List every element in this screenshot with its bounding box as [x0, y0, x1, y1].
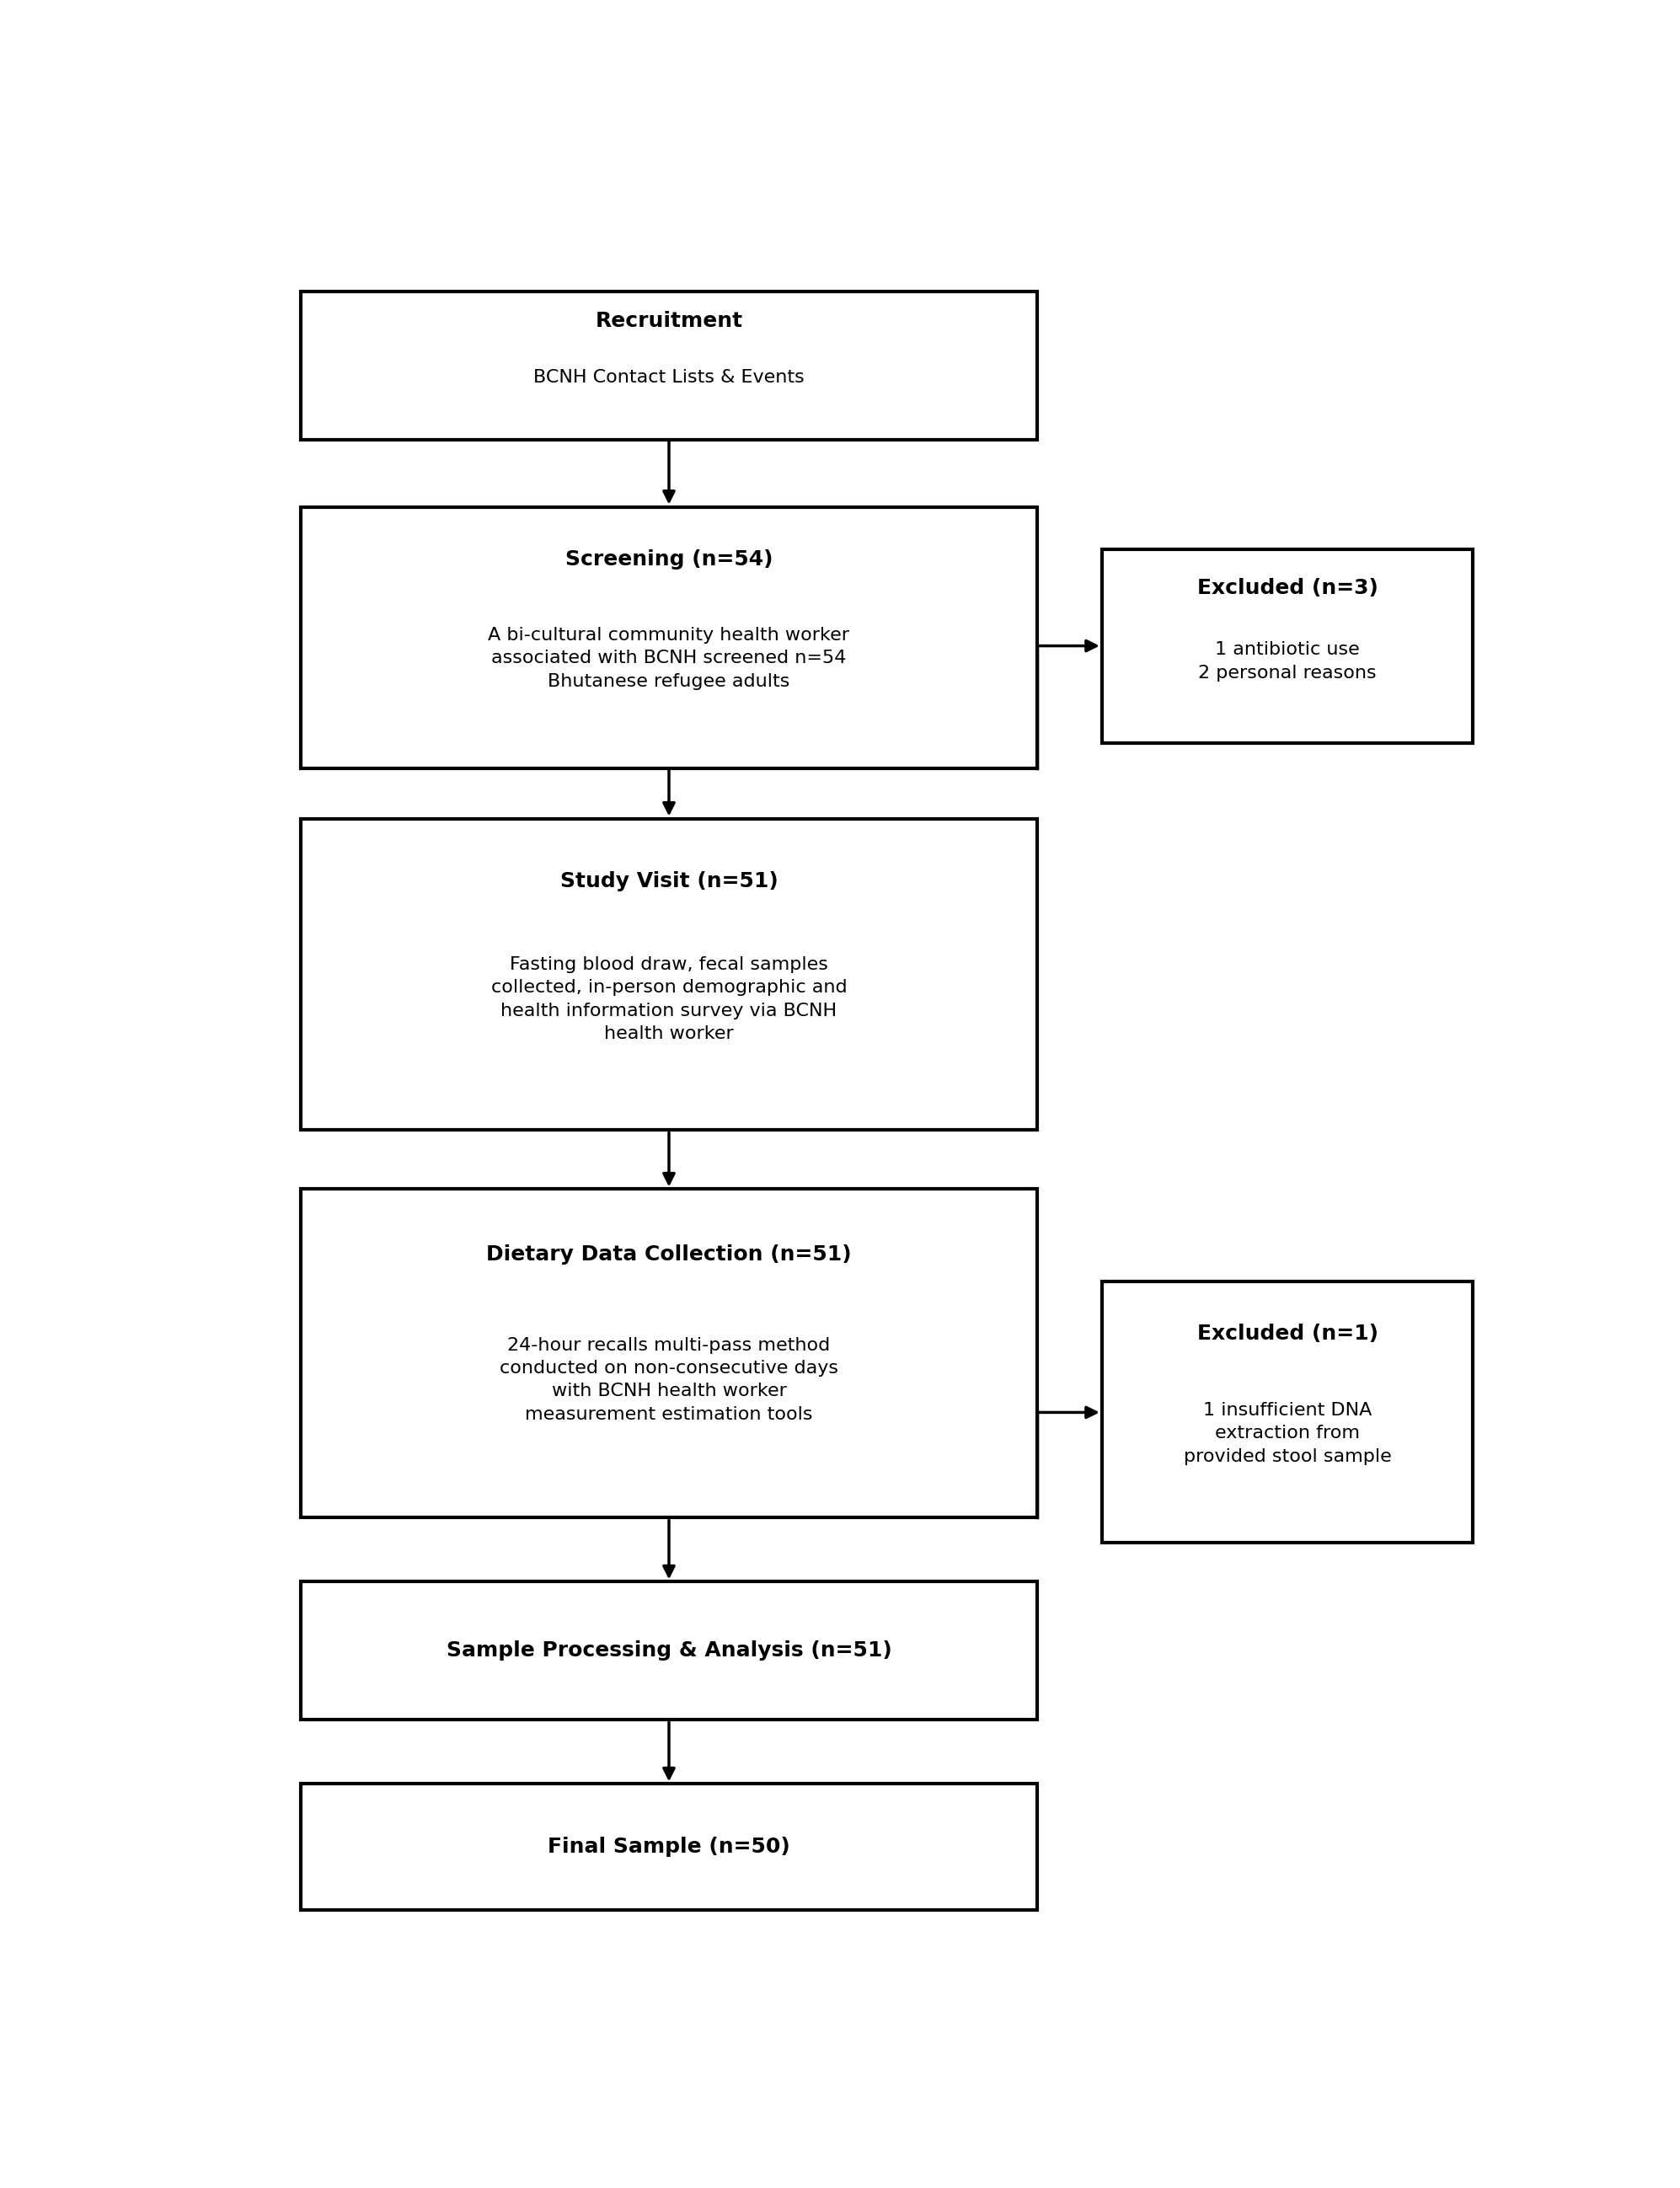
Text: Screening (n=54): Screening (n=54) — [564, 549, 773, 569]
Text: Fasting blood draw, fecal samples: Fasting blood draw, fecal samples — [509, 956, 828, 974]
Text: BCNH Contact Lists & Events: BCNH Contact Lists & Events — [534, 370, 805, 385]
Text: 1 antibiotic use: 1 antibiotic use — [1215, 641, 1359, 659]
Text: Excluded (n=3): Excluded (n=3) — [1196, 578, 1378, 597]
Text: measurement estimation tools: measurement estimation tools — [526, 1407, 813, 1422]
Text: health information survey via BCNH: health information survey via BCNH — [501, 1002, 837, 1020]
FancyBboxPatch shape — [301, 818, 1037, 1131]
Text: 1 insufficient DNA: 1 insufficient DNA — [1203, 1403, 1373, 1418]
FancyBboxPatch shape — [1102, 549, 1473, 742]
Text: with BCNH health worker: with BCNH health worker — [551, 1383, 786, 1400]
FancyBboxPatch shape — [301, 1582, 1037, 1720]
Text: A bi-cultural community health worker: A bi-cultural community health worker — [489, 626, 850, 643]
Text: Bhutanese refugee adults: Bhutanese refugee adults — [548, 674, 790, 689]
Text: Study Visit (n=51): Study Visit (n=51) — [559, 871, 778, 891]
Text: collected, in-person demographic and: collected, in-person demographic and — [491, 980, 847, 996]
Text: Recruitment: Recruitment — [595, 311, 743, 330]
Text: Final Sample (n=50): Final Sample (n=50) — [548, 1838, 790, 1858]
FancyBboxPatch shape — [301, 1190, 1037, 1518]
FancyBboxPatch shape — [1102, 1282, 1473, 1543]
FancyBboxPatch shape — [301, 1783, 1037, 1910]
Text: health worker: health worker — [605, 1026, 734, 1041]
Text: conducted on non-consecutive days: conducted on non-consecutive days — [499, 1359, 838, 1376]
Text: 2 personal reasons: 2 personal reasons — [1198, 665, 1376, 680]
FancyBboxPatch shape — [301, 508, 1037, 768]
FancyBboxPatch shape — [301, 291, 1037, 440]
Text: Dietary Data Collection (n=51): Dietary Data Collection (n=51) — [486, 1245, 852, 1265]
Text: associated with BCNH screened n=54: associated with BCNH screened n=54 — [492, 650, 847, 667]
Text: provided stool sample: provided stool sample — [1183, 1448, 1391, 1464]
Text: Sample Processing & Analysis (n=51): Sample Processing & Analysis (n=51) — [447, 1641, 892, 1661]
Text: 24-hour recalls multi-pass method: 24-hour recalls multi-pass method — [507, 1337, 830, 1354]
Text: Excluded (n=1): Excluded (n=1) — [1196, 1324, 1378, 1343]
Text: extraction from: extraction from — [1215, 1424, 1359, 1442]
